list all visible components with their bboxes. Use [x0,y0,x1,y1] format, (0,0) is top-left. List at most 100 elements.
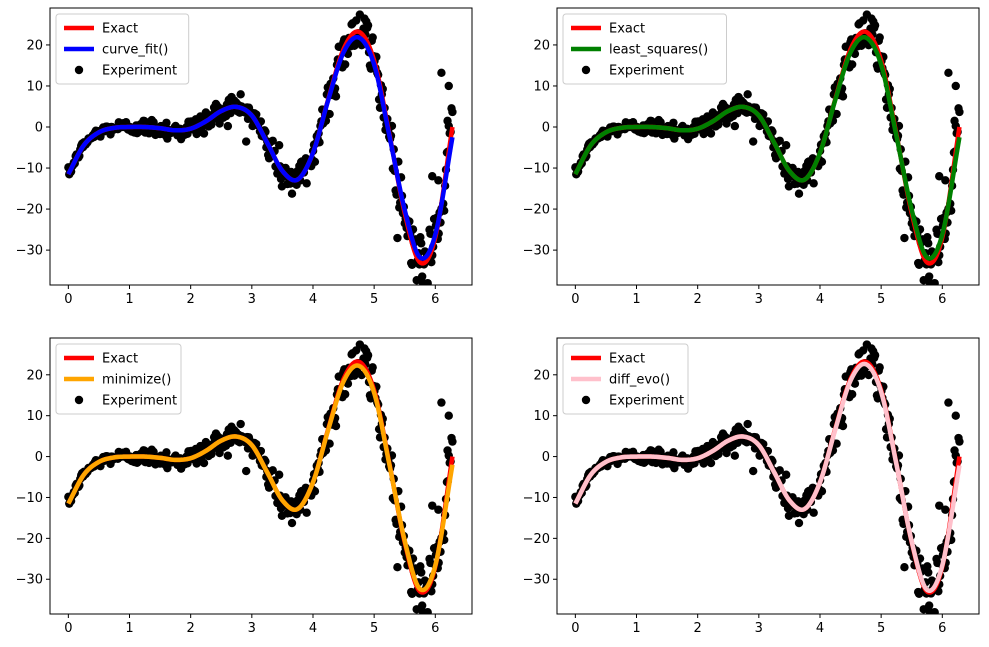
legend: Exact diff_evo() Experiment [562,343,689,415]
experiment-point [706,458,716,468]
experiment-point [287,189,297,198]
legend-label: Exact [102,352,138,367]
experiment-point [417,568,426,577]
experiment-point [875,363,884,372]
experiment-point [302,179,311,188]
experiment-point [241,466,251,476]
experiment-point [733,438,742,447]
experiment-point [448,437,457,446]
legend: Exact minimize() Experiment [55,343,182,415]
y-tick-label: 0 [35,121,43,136]
experiment-point [924,568,933,577]
y-tick-label: 10 [26,409,43,424]
experiment-point [443,446,452,455]
experiment-point [268,136,277,145]
experiment-point [444,411,453,420]
experiment-point [930,278,939,285]
experiment-point [162,448,171,457]
x-tick-label: 3 [755,621,763,636]
experiment-point [775,136,784,145]
x-tick-label: 4 [309,621,317,636]
legend-label: Experiment [609,394,684,409]
x-tick-label: 6 [431,292,439,307]
experiment-point [935,172,944,181]
experiment-point [955,107,964,117]
experiment-point [223,451,233,460]
x-tick-label: 0 [571,292,579,307]
legend-label: Experiment [609,64,684,79]
experiment-point [847,390,857,399]
y-tick-label: −20 [16,532,43,547]
axes-frame [49,7,473,286]
x-tick-label: 5 [877,621,885,636]
experiment-point [781,141,791,150]
experiment-point [434,505,443,514]
experiment-point [340,390,350,399]
experiment-point [870,351,880,360]
experiment-point [743,90,752,99]
experiment-point [733,108,742,118]
legend-label: Experiment [102,394,177,409]
experiment-point [363,351,373,360]
experiment-point [944,68,953,78]
experiment-point [923,233,932,242]
experiment-point [423,607,432,614]
x-tick-label: 2 [187,621,195,636]
experiment-point [924,272,934,281]
y-tick-label: −30 [523,573,550,588]
plot-area [64,340,457,614]
experiment-point [930,607,939,614]
y-tick-label: −30 [523,244,550,259]
legend-label: Exact [609,352,645,367]
experiment-point [838,92,848,101]
experiment-point [423,278,432,285]
experiment-point [226,108,235,118]
experiment-point [416,562,425,571]
experiment-point [924,601,934,610]
experiment-point [951,411,960,420]
chart-panel-4: 0 1 2 3 4 5 6 −30 −20 −10 0 10 20 Exact diff_evo() Expe… [523,337,980,636]
y-tick-label: −20 [523,203,550,218]
legend-label: Exact [609,22,645,37]
experiment-point [274,141,284,150]
plot-area [64,10,457,285]
y-tick-label: 0 [542,121,550,136]
experiment-point [743,419,752,429]
y-tick-label: 0 [542,450,550,465]
experiment-point [302,508,311,517]
experiment-point [363,21,373,30]
y-tick-label: 20 [26,368,43,383]
x-tick-label: 0 [64,292,72,307]
experiment-point [310,157,320,166]
experiment-point [775,466,784,475]
experiment-point [669,118,678,127]
x-tick-label: 1 [632,621,640,636]
x-tick-label: 5 [370,621,378,636]
experiment-point [794,189,804,198]
x-tick-label: 1 [125,292,133,307]
experiment-point [417,272,427,281]
legend-label: Exact [102,22,138,37]
experiment-point [331,92,341,101]
experiment-point [730,451,740,460]
experiment-point [287,518,297,528]
experiment-point [417,239,426,248]
y-tick-label: −30 [16,244,43,259]
experiment-point [870,21,880,30]
experiment-point [900,233,909,243]
experiment-point [241,137,251,146]
experiment-point [669,448,678,457]
experiment-point [226,438,235,447]
x-tick-label: 4 [309,292,317,307]
experiment-point [781,470,791,479]
experiment-point [955,437,964,446]
experiment-point [444,81,453,91]
fit-line [573,34,962,261]
experiment-point [706,129,716,138]
y-tick-label: 10 [26,79,43,94]
experiment-point [794,518,804,528]
experiment-point [850,379,860,388]
y-tick-label: −10 [523,162,550,177]
legend-label: least_squares() [609,43,708,58]
experiment-point [900,563,909,572]
